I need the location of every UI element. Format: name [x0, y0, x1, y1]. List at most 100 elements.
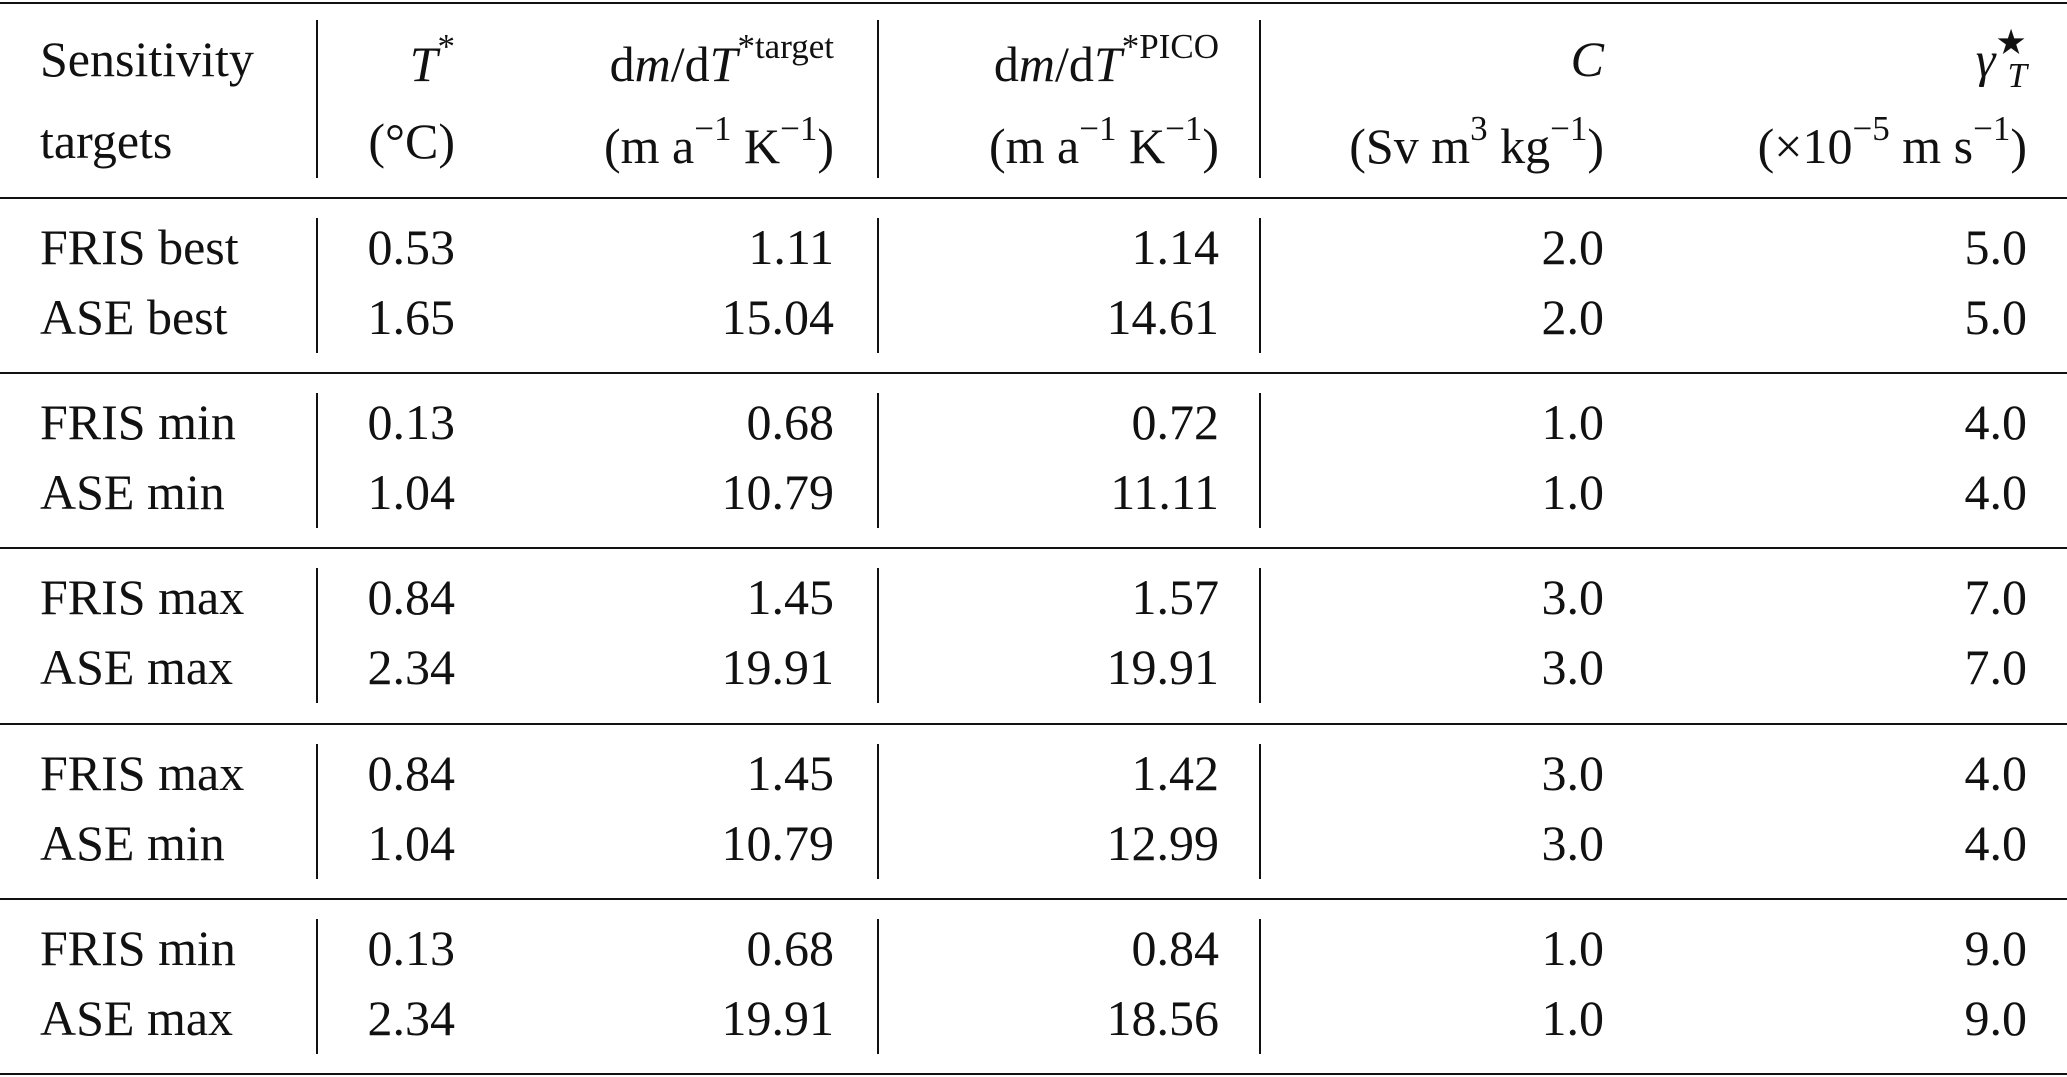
horizontal-rule [0, 197, 2067, 199]
cell-value: 15.04 [721, 289, 835, 345]
header-cell: (m a−1 K−1) [604, 111, 834, 171]
cell-value: 18.56 [1106, 990, 1220, 1046]
horizontal-rule [0, 2, 2067, 4]
header-text: Sensitivity [40, 31, 254, 87]
horizontal-rule [0, 723, 2067, 725]
horizontal-rule [0, 372, 2067, 374]
cell-value: 12.99 [1106, 815, 1220, 871]
row-label: FRIS min [40, 394, 236, 450]
cell-value: 1.45 [746, 745, 835, 801]
cell-value: 1.04 [367, 464, 456, 520]
row-label: ASE min [40, 464, 225, 520]
header-text: d [609, 35, 635, 92]
header-text: d [993, 35, 1019, 92]
cell-value: 1.04 [367, 815, 456, 871]
cell-value: 1.45 [746, 569, 835, 625]
header-text: m s [1889, 117, 1974, 174]
header-text: −5 [1852, 109, 1890, 149]
header-text: T [409, 35, 438, 92]
cell-value: 1.65 [367, 289, 456, 345]
row-label: ASE max [40, 990, 234, 1046]
header-text: *target [737, 27, 834, 67]
cell-value: 0.13 [367, 920, 456, 976]
header-text: K [1116, 117, 1166, 174]
column-separator [877, 919, 879, 1054]
cell-value: 1.0 [1541, 394, 1605, 450]
header-text: −1 [1550, 109, 1588, 149]
column-separator [1259, 393, 1261, 528]
header-cell: γ★T [1976, 25, 2027, 93]
header-cell: Sensitivity [40, 34, 254, 84]
cell-value: 3.0 [1541, 569, 1605, 625]
header-text: (m a [604, 117, 695, 174]
header-cell: dm/dT*target [610, 29, 834, 89]
column-separator [1259, 20, 1261, 178]
horizontal-rule [0, 898, 2067, 900]
header-text: ) [2010, 117, 2027, 174]
cell-value: 1.0 [1541, 464, 1605, 520]
header-text: T [2007, 56, 2027, 96]
column-separator [316, 744, 318, 879]
header-text: (°C) [368, 113, 455, 169]
header-text: /d [1055, 35, 1094, 92]
cell-value: 4.0 [1964, 745, 2028, 801]
header-text: C [1570, 31, 1604, 87]
row-label: ASE min [40, 815, 225, 871]
cell-value: 0.84 [1131, 920, 1220, 976]
header-text: ) [1587, 117, 1604, 174]
header-text: (m a [989, 117, 1080, 174]
header-text: m [634, 35, 671, 92]
cell-value: 19.91 [1106, 639, 1220, 695]
header-text: m [1018, 35, 1056, 92]
header-cell: (°C) [368, 116, 455, 166]
cell-value: 19.91 [721, 990, 835, 1046]
cell-value: 2.34 [367, 639, 456, 695]
header-text: K [731, 117, 781, 174]
cell-value: 1.42 [1131, 745, 1220, 801]
header-cell: dm/dT*PICO [994, 29, 1219, 89]
column-separator [316, 919, 318, 1054]
cell-value: 7.0 [1964, 569, 2028, 625]
header-cell: C [1571, 34, 1604, 84]
header-text: *PICO [1121, 27, 1219, 67]
cell-value: 7.0 [1964, 639, 2028, 695]
header-text: −1 [780, 109, 818, 149]
header-cell: targets [40, 116, 172, 166]
cell-value: 4.0 [1964, 464, 2028, 520]
cell-value: 1.0 [1541, 990, 1605, 1046]
cell-value: 5.0 [1964, 289, 2028, 345]
cell-value: 0.72 [1131, 394, 1220, 450]
row-label: FRIS min [40, 920, 236, 976]
cell-value: 1.0 [1541, 920, 1605, 976]
cell-value: 9.0 [1964, 920, 2028, 976]
header-cell: (m a−1 K−1) [989, 111, 1219, 171]
column-separator [877, 218, 879, 353]
column-separator [877, 568, 879, 703]
cell-value: 11.11 [1110, 464, 1219, 520]
header-text: (Sv m [1349, 117, 1471, 174]
header-cell: (Sv m3 kg−1) [1349, 111, 1604, 171]
row-label: FRIS max [40, 745, 245, 801]
cell-value: 2.0 [1541, 289, 1605, 345]
header-text: (×10 [1757, 117, 1853, 174]
header-text: −1 [1973, 109, 2011, 149]
cell-value: 0.53 [367, 219, 456, 275]
cell-value: 0.68 [746, 394, 835, 450]
cell-value: 4.0 [1964, 815, 2028, 871]
column-separator [316, 393, 318, 528]
column-separator [316, 218, 318, 353]
cell-value: 0.13 [367, 394, 456, 450]
column-separator [877, 744, 879, 879]
cell-value: 10.79 [721, 464, 835, 520]
column-separator [877, 20, 879, 178]
header-text: kg [1487, 117, 1551, 174]
header-text: 3 [1470, 109, 1488, 149]
cell-value: 1.14 [1131, 219, 1220, 275]
cell-value: 3.0 [1541, 815, 1605, 871]
header-text: ) [1202, 117, 1219, 174]
header-text: targets [40, 113, 173, 169]
column-separator [877, 393, 879, 528]
row-label: ASE max [40, 639, 234, 695]
cell-value: 14.61 [1106, 289, 1220, 345]
